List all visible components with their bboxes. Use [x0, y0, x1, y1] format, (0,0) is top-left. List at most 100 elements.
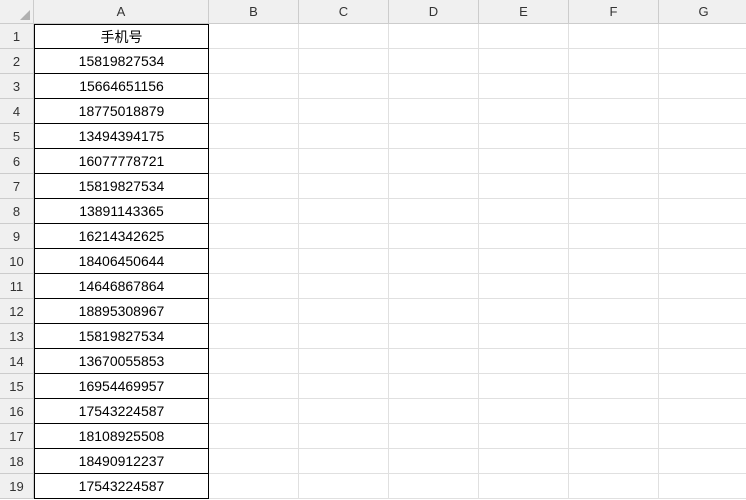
cell-d-15[interactable]: [389, 374, 479, 399]
cell-b-8[interactable]: [209, 199, 299, 224]
cell-b-19[interactable]: [209, 474, 299, 499]
cell-c-18[interactable]: [299, 449, 389, 474]
cell-e-9[interactable]: [479, 224, 569, 249]
cell-e-18[interactable]: [479, 449, 569, 474]
cell-f-11[interactable]: [569, 274, 659, 299]
cell-d-5[interactable]: [389, 124, 479, 149]
cell-a-12[interactable]: 18895308967: [34, 299, 209, 324]
cell-g-15[interactable]: [659, 374, 746, 399]
row-header-15[interactable]: 15: [0, 374, 34, 399]
cell-e-4[interactable]: [479, 99, 569, 124]
cell-b-3[interactable]: [209, 74, 299, 99]
cell-c-11[interactable]: [299, 274, 389, 299]
row-header-8[interactable]: 8: [0, 199, 34, 224]
column-header-g[interactable]: G: [659, 0, 746, 24]
cell-a-13[interactable]: 15819827534: [34, 324, 209, 349]
cell-d-3[interactable]: [389, 74, 479, 99]
column-header-d[interactable]: D: [389, 0, 479, 24]
cell-a-3[interactable]: 15664651156: [34, 74, 209, 99]
cell-d-2[interactable]: [389, 49, 479, 74]
cell-a-15[interactable]: 16954469957: [34, 374, 209, 399]
cell-e-12[interactable]: [479, 299, 569, 324]
row-header-12[interactable]: 12: [0, 299, 34, 324]
row-header-11[interactable]: 11: [0, 274, 34, 299]
cell-c-9[interactable]: [299, 224, 389, 249]
cell-d-11[interactable]: [389, 274, 479, 299]
cell-f-3[interactable]: [569, 74, 659, 99]
cell-g-16[interactable]: [659, 399, 746, 424]
cell-e-3[interactable]: [479, 74, 569, 99]
cell-e-1[interactable]: [479, 24, 569, 49]
cell-g-8[interactable]: [659, 199, 746, 224]
cell-g-6[interactable]: [659, 149, 746, 174]
cell-c-4[interactable]: [299, 99, 389, 124]
cell-a-6[interactable]: 16077778721: [34, 149, 209, 174]
cell-e-19[interactable]: [479, 474, 569, 499]
cell-b-18[interactable]: [209, 449, 299, 474]
cell-f-13[interactable]: [569, 324, 659, 349]
cell-b-12[interactable]: [209, 299, 299, 324]
cell-a-4[interactable]: 18775018879: [34, 99, 209, 124]
cell-g-2[interactable]: [659, 49, 746, 74]
cell-c-14[interactable]: [299, 349, 389, 374]
cell-a-10[interactable]: 18406450644: [34, 249, 209, 274]
cell-f-1[interactable]: [569, 24, 659, 49]
cell-a-2[interactable]: 15819827534: [34, 49, 209, 74]
cell-e-8[interactable]: [479, 199, 569, 224]
cell-e-13[interactable]: [479, 324, 569, 349]
row-header-3[interactable]: 3: [0, 74, 34, 99]
cell-b-17[interactable]: [209, 424, 299, 449]
cell-g-1[interactable]: [659, 24, 746, 49]
cell-g-11[interactable]: [659, 274, 746, 299]
row-header-13[interactable]: 13: [0, 324, 34, 349]
cell-a-19[interactable]: 17543224587: [34, 474, 209, 499]
cell-e-2[interactable]: [479, 49, 569, 74]
row-header-10[interactable]: 10: [0, 249, 34, 274]
cell-c-7[interactable]: [299, 174, 389, 199]
row-header-14[interactable]: 14: [0, 349, 34, 374]
cell-f-19[interactable]: [569, 474, 659, 499]
cell-e-11[interactable]: [479, 274, 569, 299]
cell-f-14[interactable]: [569, 349, 659, 374]
cell-d-6[interactable]: [389, 149, 479, 174]
cell-f-6[interactable]: [569, 149, 659, 174]
select-all-corner[interactable]: [0, 0, 34, 24]
cell-f-7[interactable]: [569, 174, 659, 199]
cell-f-4[interactable]: [569, 99, 659, 124]
cell-g-7[interactable]: [659, 174, 746, 199]
cell-d-10[interactable]: [389, 249, 479, 274]
cell-g-9[interactable]: [659, 224, 746, 249]
cell-g-13[interactable]: [659, 324, 746, 349]
cell-f-18[interactable]: [569, 449, 659, 474]
cell-d-13[interactable]: [389, 324, 479, 349]
cell-d-17[interactable]: [389, 424, 479, 449]
row-header-17[interactable]: 17: [0, 424, 34, 449]
cell-g-5[interactable]: [659, 124, 746, 149]
cell-a-18[interactable]: 18490912237: [34, 449, 209, 474]
cell-e-15[interactable]: [479, 374, 569, 399]
cell-c-17[interactable]: [299, 424, 389, 449]
cell-c-1[interactable]: [299, 24, 389, 49]
row-header-16[interactable]: 16: [0, 399, 34, 424]
cell-e-16[interactable]: [479, 399, 569, 424]
cell-f-10[interactable]: [569, 249, 659, 274]
cell-d-12[interactable]: [389, 299, 479, 324]
cell-b-10[interactable]: [209, 249, 299, 274]
column-header-a[interactable]: A: [34, 0, 209, 24]
cell-a-11[interactable]: 14646867864: [34, 274, 209, 299]
cell-c-2[interactable]: [299, 49, 389, 74]
cell-a-5[interactable]: 13494394175: [34, 124, 209, 149]
cell-c-10[interactable]: [299, 249, 389, 274]
row-header-18[interactable]: 18: [0, 449, 34, 474]
cell-f-9[interactable]: [569, 224, 659, 249]
column-header-c[interactable]: C: [299, 0, 389, 24]
cell-b-7[interactable]: [209, 174, 299, 199]
cell-b-13[interactable]: [209, 324, 299, 349]
cell-c-5[interactable]: [299, 124, 389, 149]
cell-c-3[interactable]: [299, 74, 389, 99]
cell-g-3[interactable]: [659, 74, 746, 99]
cell-c-13[interactable]: [299, 324, 389, 349]
cell-a-14[interactable]: 13670055853: [34, 349, 209, 374]
cell-f-2[interactable]: [569, 49, 659, 74]
column-header-b[interactable]: B: [209, 0, 299, 24]
